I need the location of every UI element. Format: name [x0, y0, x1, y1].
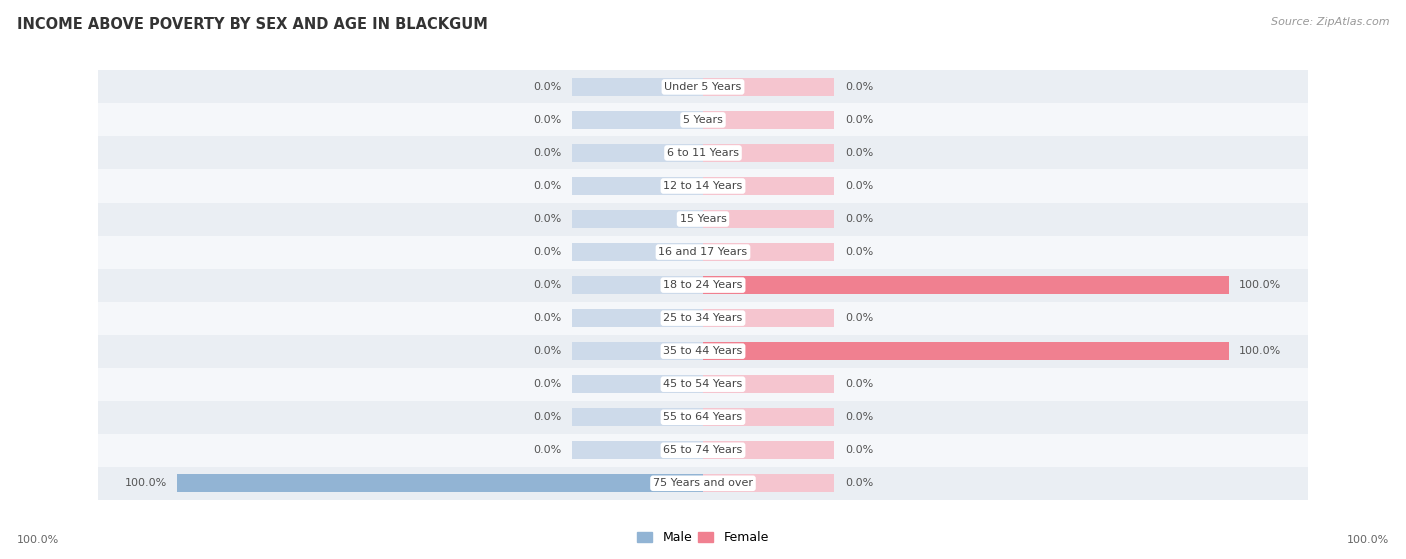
Text: 0.0%: 0.0%	[533, 214, 561, 224]
Bar	[572, 441, 703, 459]
Bar	[572, 342, 703, 360]
Bar	[703, 144, 834, 162]
Text: 5 Years: 5 Years	[683, 115, 723, 125]
Text: 100.0%: 100.0%	[125, 479, 167, 488]
Bar	[572, 309, 703, 327]
Text: 0.0%: 0.0%	[533, 82, 561, 92]
Bar	[703, 276, 1229, 294]
Bar	[572, 474, 703, 492]
Bar	[177, 474, 703, 492]
Text: 0.0%: 0.0%	[845, 412, 873, 422]
Text: 55 to 64 Years: 55 to 64 Years	[664, 412, 742, 422]
Bar	[703, 342, 834, 360]
Bar	[72, 169, 1334, 202]
Bar	[703, 210, 834, 228]
Text: 100.0%: 100.0%	[17, 535, 59, 545]
Bar	[72, 202, 1334, 235]
Text: Under 5 Years: Under 5 Years	[665, 82, 741, 92]
Text: 0.0%: 0.0%	[533, 379, 561, 389]
Text: 0.0%: 0.0%	[845, 148, 873, 158]
Text: 18 to 24 Years: 18 to 24 Years	[664, 280, 742, 290]
Bar	[703, 408, 834, 427]
Bar	[572, 210, 703, 228]
Text: 0.0%: 0.0%	[845, 214, 873, 224]
Text: 16 and 17 Years: 16 and 17 Years	[658, 247, 748, 257]
Text: INCOME ABOVE POVERTY BY SEX AND AGE IN BLACKGUM: INCOME ABOVE POVERTY BY SEX AND AGE IN B…	[17, 17, 488, 32]
Text: 0.0%: 0.0%	[845, 247, 873, 257]
Text: 35 to 44 Years: 35 to 44 Years	[664, 346, 742, 356]
Text: 0.0%: 0.0%	[845, 479, 873, 488]
Bar	[703, 243, 834, 261]
Text: 0.0%: 0.0%	[533, 115, 561, 125]
Bar	[572, 276, 703, 294]
Bar	[703, 474, 834, 492]
Bar	[72, 401, 1334, 434]
Legend: Male, Female: Male, Female	[633, 526, 773, 549]
Text: 100.0%: 100.0%	[1239, 346, 1281, 356]
Bar	[72, 235, 1334, 268]
Text: 0.0%: 0.0%	[845, 379, 873, 389]
Text: 0.0%: 0.0%	[533, 346, 561, 356]
Bar	[72, 103, 1334, 136]
Text: 0.0%: 0.0%	[533, 280, 561, 290]
Bar	[703, 342, 1229, 360]
Bar	[72, 335, 1334, 368]
Bar	[72, 467, 1334, 500]
Bar	[72, 136, 1334, 169]
Bar	[72, 70, 1334, 103]
Text: 15 Years: 15 Years	[679, 214, 727, 224]
Text: 0.0%: 0.0%	[533, 446, 561, 455]
Text: 0.0%: 0.0%	[533, 247, 561, 257]
Text: 0.0%: 0.0%	[845, 115, 873, 125]
Bar	[703, 177, 834, 195]
Text: 75 Years and over: 75 Years and over	[652, 479, 754, 488]
Text: 0.0%: 0.0%	[845, 82, 873, 92]
Bar	[572, 111, 703, 129]
Bar	[572, 78, 703, 96]
Bar	[572, 177, 703, 195]
Text: 0.0%: 0.0%	[533, 181, 561, 191]
Bar	[572, 144, 703, 162]
Text: 0.0%: 0.0%	[533, 148, 561, 158]
Bar	[703, 78, 834, 96]
Bar	[72, 302, 1334, 335]
Bar	[72, 268, 1334, 302]
Bar	[703, 441, 834, 459]
Text: 12 to 14 Years: 12 to 14 Years	[664, 181, 742, 191]
Bar	[72, 368, 1334, 401]
Bar	[703, 375, 834, 394]
Text: 0.0%: 0.0%	[845, 181, 873, 191]
Bar	[572, 243, 703, 261]
Bar	[703, 276, 834, 294]
Bar	[572, 375, 703, 394]
Bar	[703, 309, 834, 327]
Text: 65 to 74 Years: 65 to 74 Years	[664, 446, 742, 455]
Text: 0.0%: 0.0%	[533, 313, 561, 323]
Text: 100.0%: 100.0%	[1347, 535, 1389, 545]
Text: 6 to 11 Years: 6 to 11 Years	[666, 148, 740, 158]
Text: 25 to 34 Years: 25 to 34 Years	[664, 313, 742, 323]
Bar	[572, 408, 703, 427]
Text: 100.0%: 100.0%	[1239, 280, 1281, 290]
Text: 0.0%: 0.0%	[845, 446, 873, 455]
Text: 0.0%: 0.0%	[845, 313, 873, 323]
Bar	[72, 434, 1334, 467]
Text: 0.0%: 0.0%	[533, 412, 561, 422]
Text: Source: ZipAtlas.com: Source: ZipAtlas.com	[1271, 17, 1389, 27]
Text: 45 to 54 Years: 45 to 54 Years	[664, 379, 742, 389]
Bar	[703, 111, 834, 129]
